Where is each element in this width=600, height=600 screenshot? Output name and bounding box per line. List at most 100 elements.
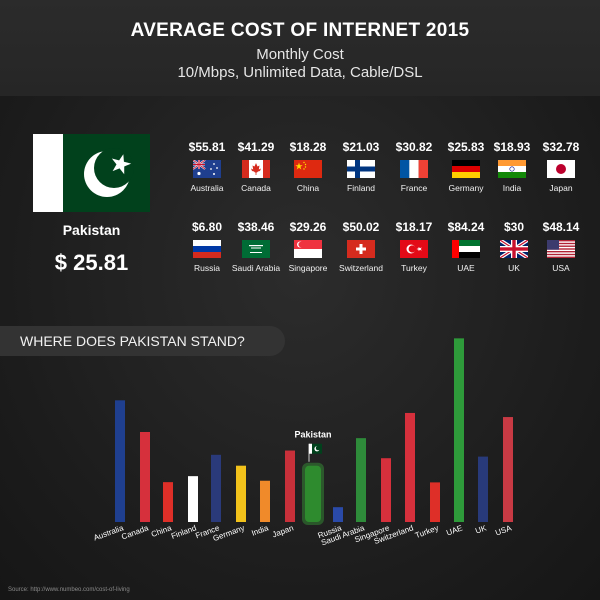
bar-pakistan [305,465,321,522]
tick-label: Japan [271,523,295,539]
page-title: AVERAGE COST OF INTERNET 2015 [130,20,470,41]
china-flag-icon [294,160,322,178]
country-name: Australia [190,183,224,193]
highlight-country-price: $ 25.81 [54,250,129,275]
japan-flag-icon [547,160,575,178]
bar-turkey [430,482,440,522]
bar-japan [285,450,295,522]
bar-russia [333,507,343,522]
bar-finland [188,476,198,522]
country-cell-turkey: $18.17 Turkey [384,220,444,273]
country-cell-australia: $55.81 Australia [177,140,237,193]
india-flag-icon [498,160,526,178]
price-label: $6.80 [191,220,223,234]
country-name: India [502,183,522,193]
france-flag-icon [400,160,428,178]
canada-flag-icon [242,160,270,178]
price-label: $41.29 [237,140,275,154]
germany-flag-icon [452,160,480,178]
tick-label: Canada [120,523,150,541]
country-name: Canada [241,183,271,193]
tick-label: India [250,523,270,538]
source-note: Source: http://www.numbeo.com/cost-of-li… [8,587,130,593]
mini-flag-crescent-cut [315,445,321,451]
pakistan-flag-icon [33,134,150,212]
finland-flag-icon [347,160,375,178]
tick-label: UK [474,523,488,535]
country-name: UK [508,263,520,273]
turkey-flag-icon [400,240,428,258]
bar-usa [503,417,513,522]
country-cell-uae: $84.24 UAE [436,220,496,273]
section-title: WHERE DOES PAKISTAN STAND? [20,333,245,349]
country-cell-canada: $41.29 Canada [226,140,286,193]
country-cell-usa: $48.14 USA [531,220,591,273]
bar-saudi-arabia [356,438,366,522]
country-cell-singapore: $29.26 Singapore [278,220,338,273]
bar-switzerland [405,412,415,522]
bar-france [211,454,221,522]
country-name: Germany [448,183,484,193]
bar-germany [236,465,246,522]
tick-label: Turkey [414,523,440,540]
bar-uae [454,338,464,522]
price-label: $48.14 [542,220,580,234]
header: AVERAGE COST OF INTERNET 2015 Monthly Co… [0,0,600,96]
price-label: $55.81 [188,140,226,154]
bar-china [163,482,173,522]
saudi-arabia-flag-icon [242,240,270,258]
price-label: $50.02 [342,220,380,234]
country-name: Japan [549,183,573,193]
bar-canada [140,431,150,522]
country-cell-uk: $30 UK [484,220,544,273]
singapore-flag-icon [294,240,322,258]
country-cell-germany: $25.83 Germany [436,140,496,193]
price-label: $29.26 [289,220,327,234]
switzerland-flag-icon [347,240,375,258]
country-name: Saudi Arabia [231,263,281,273]
country-name: China [296,183,320,193]
price-label: $18.28 [289,140,327,154]
bar-india [260,480,270,522]
price-label: $32.78 [542,140,580,154]
uae-flag-icon [452,240,480,258]
bar-uk [478,456,488,522]
price-label: $30 [503,220,525,234]
tick-label: USA [494,523,513,537]
country-cell-russia: $6.80 Russia [177,220,237,273]
mini-flag-white [309,443,312,454]
country-name: France [400,183,428,193]
usa-flag-icon [547,240,575,258]
country-cell-saudi-arabia: $38.46 Saudi Arabia [226,220,286,273]
country-name: Singapore [288,263,328,273]
price-label: $30.82 [395,140,433,154]
tick-label: UAE [445,523,464,537]
highlight-bar-label: Pakistan [294,430,331,440]
country-cell-china: $18.28 China [278,140,338,193]
price-label: $21.03 [342,140,380,154]
price-label: $38.46 [237,220,275,234]
section-header: WHERE DOES PAKISTAN STAND? [0,326,285,356]
country-name: USA [552,263,570,273]
uk-flag-icon [500,240,528,258]
tick-label: China [150,523,173,539]
bar-australia [115,400,125,522]
country-cell-japan: $32.78 Japan [531,140,591,193]
subtitle-detail: 10/Mbps, Unlimited Data, Cable/DSL [177,64,423,81]
country-name: Russia [194,263,220,273]
country-cell-finland: $21.03 Finland [331,140,391,193]
country-name: Switzerland [339,263,383,273]
price-label: $84.24 [447,220,485,234]
country-name: UAE [457,263,475,273]
price-label: $18.17 [395,220,433,234]
country-name: Turkey [401,263,427,273]
country-cell-france: $30.82 France [384,140,444,193]
price-label: $25.83 [447,140,485,154]
price-label: $18.93 [493,140,531,154]
subtitle: Monthly Cost [256,46,344,63]
country-cell-switzerland: $50.02 Switzerland [331,220,391,273]
highlight-country-name: Pakistan [62,222,121,238]
country-cell-india: $18.93 India [482,140,542,193]
russia-flag-icon [193,240,221,258]
